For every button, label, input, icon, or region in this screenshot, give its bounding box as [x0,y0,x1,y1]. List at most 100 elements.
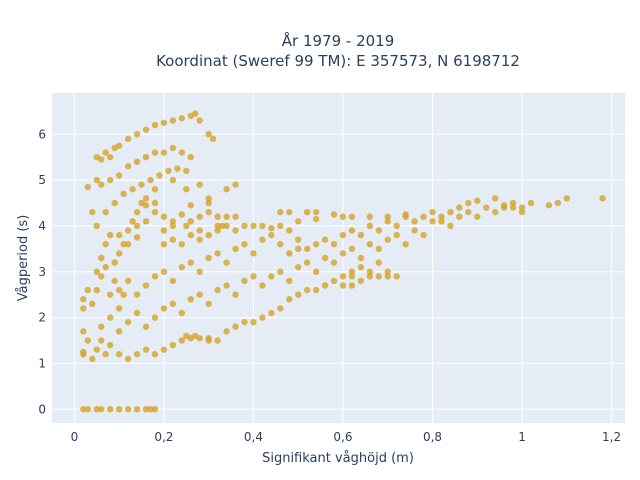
scatter-point [303,259,311,266]
scatter-point [232,323,239,330]
scatter-point [321,236,329,243]
y-axis-title: Vågperiod (s) [16,215,31,302]
scatter-point [115,305,123,312]
scatter-point [465,208,472,216]
scatter-point [286,277,293,285]
scatter-point [223,213,230,220]
scatter-point [178,115,186,122]
scatter-point [250,318,257,326]
y-tick-label: 2 [38,311,46,325]
y-tick-label: 5 [38,173,46,187]
grid-lines [52,93,625,423]
scatter-point [312,215,320,223]
scatter-point [133,351,141,358]
scatter-point [147,176,154,184]
scatter-point [491,208,499,216]
x-axis-title: Signifikant våghöjd (m) [262,451,414,466]
scatter-point [357,277,365,285]
scatter-points [80,110,606,413]
scatter-point [241,277,248,285]
scatter-point [93,268,100,275]
scatter-point [178,337,186,344]
scatter-point [321,254,329,262]
scatter-point [160,268,168,275]
scatter-point [84,337,92,344]
scatter-point [84,183,92,191]
scatter-point [366,241,374,248]
scatter-point [259,222,266,230]
scatter-point [160,149,168,156]
scatter-point [411,227,418,234]
scatter-point [98,181,105,188]
scatter-point [366,273,374,280]
scatter-point [205,131,212,138]
scatter-point [330,277,338,285]
scatter-point [133,291,141,298]
x-tick-label: 1,2 [602,430,621,444]
scatter-point [205,335,212,342]
scatter-point [312,286,320,294]
scatter-point [259,236,266,243]
scatter-point [295,263,302,271]
scatter-point [205,208,212,216]
scatter-point [286,227,293,234]
scatter-point [384,268,391,275]
scatter-point [98,156,105,163]
scatter-point [183,167,190,175]
scatter-point [196,268,203,275]
scatter-point [366,268,374,275]
scatter-point [312,241,320,248]
scatter-point [411,218,418,225]
scatter-point [375,259,382,266]
scatter-point [214,286,221,294]
scatter-point [142,202,150,209]
scatter-point [178,263,186,271]
scatter-point [303,208,311,216]
scatter-point [142,323,150,330]
scatter-point [491,195,499,202]
scatter-point [214,227,221,234]
scatter-point [102,149,109,156]
scatter-point [295,245,302,253]
scatter-point [160,119,168,126]
scatter-point [151,186,159,193]
scatter-point [474,197,481,204]
scatter-point [393,222,400,230]
scatter-point [339,250,347,257]
scatter-point [465,199,472,207]
scatter-point [259,314,266,321]
scatter-point [527,199,535,207]
scatter-point [156,172,163,179]
scatter-point [402,211,409,218]
scatter-point [192,332,199,340]
scatter-point [160,227,168,234]
scatter-point [106,176,114,184]
scatter-point [312,268,320,275]
scatter-point [80,348,87,356]
y-axis-ticks: 0 1 2 3 4 5 6 [38,127,46,416]
scatter-point [169,341,177,349]
scatter-point [474,213,481,220]
scatter-point [142,126,150,133]
scatter-point [165,167,172,175]
scatter-point [348,268,356,275]
scatter-point [93,222,100,230]
scatter-point [348,227,356,234]
x-tick-label: 0 [71,430,79,444]
scatter-point [98,273,105,280]
scatter-point [232,227,239,234]
scatter-point [286,296,293,303]
scatter-point [277,222,284,230]
scatter-point [366,222,374,230]
scatter-point [129,186,136,193]
scatter-point [518,204,526,211]
scatter-point [183,332,190,340]
scatter-point [151,149,159,156]
scatter-point [133,309,141,317]
scatter-point [89,300,96,308]
scatter-point [84,406,92,413]
scatter-point [348,213,356,220]
scatter-point [375,273,382,280]
scatter-point [124,355,132,363]
scatter-point [151,273,159,280]
